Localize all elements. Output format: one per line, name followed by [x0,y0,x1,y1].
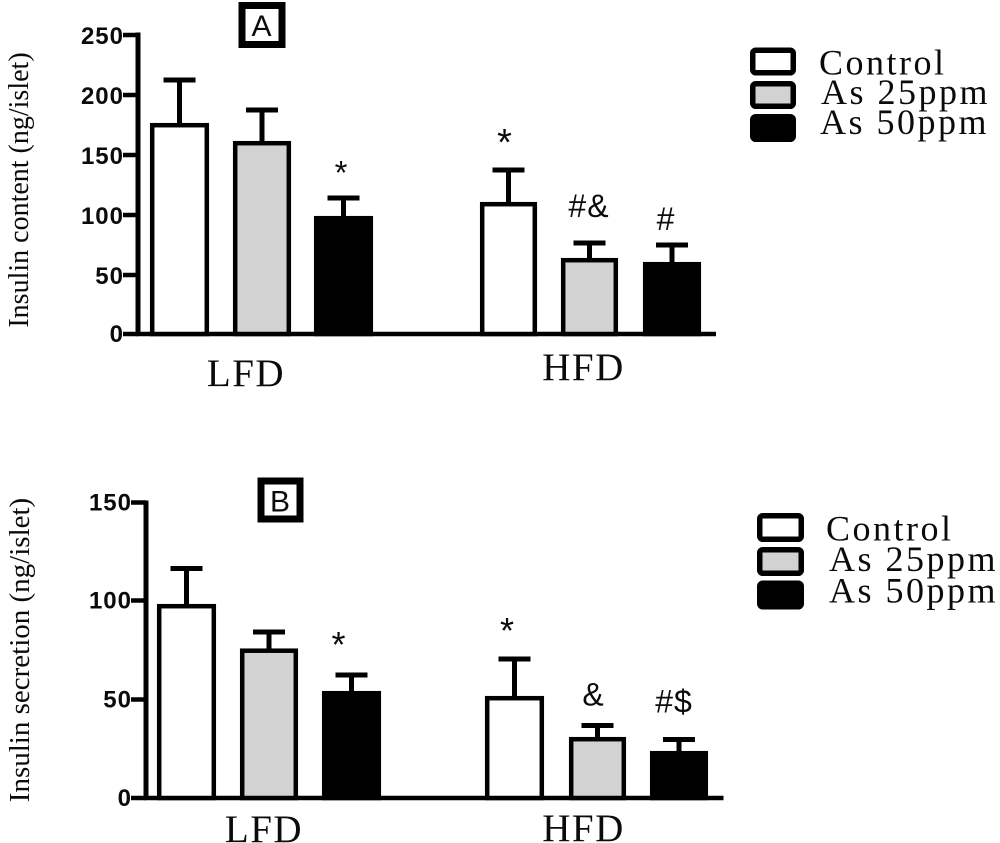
svg-text:*: * [500,610,514,651]
svg-text:50: 50 [103,687,132,714]
svg-text:&: & [582,677,604,713]
svg-text:0: 0 [118,785,132,812]
svg-text:As 25ppm: As 25ppm [829,539,998,579]
svg-text:200: 200 [81,83,124,110]
svg-text:Control: Control [819,43,947,83]
svg-text:HFD: HFD [542,346,625,389]
svg-text:#&: #& [568,188,609,224]
svg-text:0: 0 [110,321,124,348]
svg-text:As 50ppm: As 50ppm [820,102,989,142]
svg-text:As 50ppm: As 50ppm [829,571,998,611]
svg-text:B: B [270,486,290,519]
svg-text:Insulin content (ng/islet): Insulin content (ng/islet) [4,52,35,327]
svg-text:*: * [331,624,345,665]
svg-text:*: * [335,154,348,191]
svg-text:LFD: LFD [207,352,285,395]
svg-text:A: A [251,10,271,43]
svg-text:#: # [657,201,676,237]
svg-text:100: 100 [81,203,124,230]
svg-text:Insulin secretion (ng/islet): Insulin secretion (ng/islet) [4,498,36,802]
svg-text:150: 150 [89,490,132,517]
svg-text:150: 150 [81,143,124,170]
svg-text:50: 50 [95,263,124,290]
svg-text:HFD: HFD [542,807,625,843]
svg-text:100: 100 [89,588,132,615]
svg-text:As 25ppm: As 25ppm [821,72,990,112]
svg-text:Control: Control [826,509,954,549]
svg-text:#$: #$ [655,684,693,720]
svg-text:250: 250 [81,23,124,50]
svg-text:*: * [497,122,512,164]
svg-text:LFD: LFD [225,808,303,843]
